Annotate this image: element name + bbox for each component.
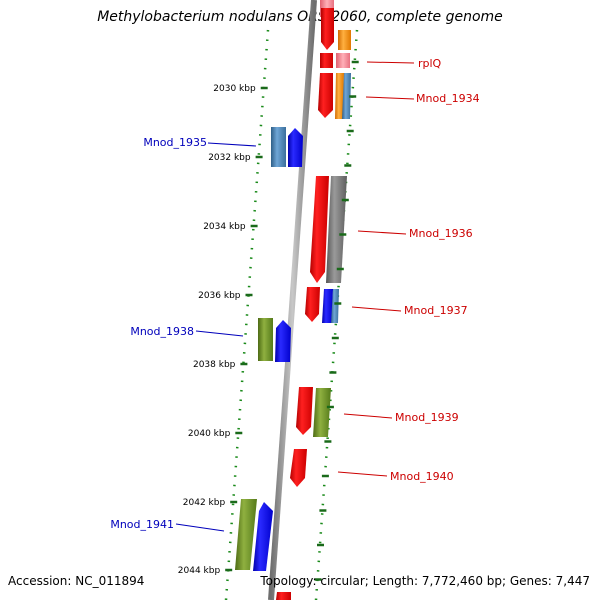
- gene-mnod-1936-gray: [326, 176, 347, 283]
- leader-mnod-1934: [365, 96, 415, 100]
- tick-label: 2034 kbp: [203, 222, 246, 232]
- label-mnod-1935[interactable]: Mnod_1935: [143, 136, 207, 149]
- label-rplQ[interactable]: rplQ: [418, 57, 442, 70]
- gene-bottom-red: [276, 592, 291, 600]
- gene-mnod-1937-red: [305, 287, 320, 322]
- tick-labels: 2030 kbp 2032 kbp 2034 kbp 2036 kbp 2038 kbp…: [178, 84, 256, 576]
- gene-mnod-1934-orange: [335, 73, 344, 119]
- topology-summary: Topology: circular; Length: 7,772,460 bp…: [260, 574, 590, 588]
- leader-rplQ: [366, 61, 415, 64]
- inner-dotted-boundary: [224, 29, 270, 600]
- tick-label: 2040 kbp: [188, 429, 231, 439]
- gene-rplQ-pink: [336, 53, 350, 68]
- leader-mnod-1936: [357, 230, 407, 235]
- tick-label: 2042 kbp: [183, 498, 226, 508]
- leader-mnod-1937: [351, 306, 402, 312]
- leader-mnod-1939: [343, 413, 393, 419]
- gene-mnod-1941-blue: [253, 502, 273, 571]
- gene-rplQ-red: [320, 53, 333, 68]
- gene-mnod-1939-olive: [313, 388, 331, 437]
- gene-mnod-1937-steel: [331, 289, 339, 323]
- leader-mnod-1940: [337, 471, 388, 477]
- label-mnod-1934[interactable]: Mnod_1934: [416, 92, 480, 105]
- gene-mnod-1934-red: [318, 73, 333, 118]
- map-title: Methylobacterium nodulans ORS 2060, comp…: [97, 9, 503, 25]
- tick-label: 2032 kbp: [208, 153, 251, 163]
- leader-mnod-1938: [195, 330, 244, 337]
- gene-mnod-1935-steel: [271, 127, 286, 167]
- label-mnod-1941[interactable]: Mnod_1941: [110, 518, 174, 531]
- gene-mnod-1938-olive: [258, 318, 273, 361]
- label-mnod-1937[interactable]: Mnod_1937: [404, 304, 468, 317]
- tick-label: 2038 kbp: [193, 360, 236, 370]
- gene-mnod-1936-red: [310, 176, 329, 283]
- gene-mnod-1937-blue: [322, 289, 333, 323]
- gene-block-top-orange: [338, 30, 351, 50]
- tick-label: 2036 kbp: [198, 291, 241, 301]
- gene-mnod-1935-blue: [288, 128, 303, 167]
- leader-mnod-1941: [175, 523, 225, 532]
- accession-text: Accession: NC_011894: [8, 574, 145, 588]
- label-mnod-1939[interactable]: Mnod_1939: [395, 411, 459, 424]
- gene-mnod-1940-red: [290, 449, 307, 487]
- gene-mnod-1941-olive: [235, 499, 257, 570]
- tick-marks: [225, 60, 359, 581]
- gene-block-top-red: [321, 8, 334, 50]
- tick-label: 2030 kbp: [213, 84, 256, 94]
- label-mnod-1940[interactable]: Mnod_1940: [390, 470, 454, 483]
- leader-mnod-1935: [207, 142, 257, 147]
- label-mnod-1936[interactable]: Mnod_1936: [409, 227, 473, 240]
- gene-mnod-1938-blue: [275, 320, 291, 362]
- gene-mnod-1934-steel: [342, 73, 351, 119]
- gene-mnod-1939-red: [296, 387, 313, 435]
- genome-backbone: [268, 0, 317, 600]
- tick-label: 2044 kbp: [178, 566, 221, 576]
- label-mnod-1938[interactable]: Mnod_1938: [130, 325, 194, 338]
